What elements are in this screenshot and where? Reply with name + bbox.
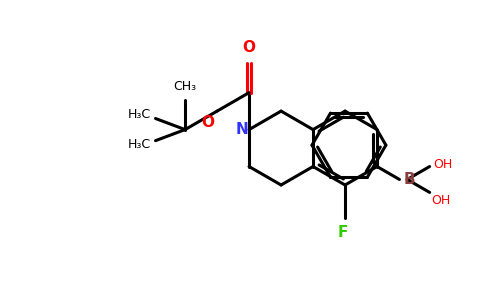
Text: OH: OH <box>432 194 451 207</box>
Text: H₃C: H₃C <box>128 108 151 121</box>
Text: H₃C: H₃C <box>128 138 151 151</box>
Text: CH₃: CH₃ <box>174 80 197 93</box>
Text: F: F <box>338 225 348 240</box>
Text: O: O <box>201 115 214 130</box>
Text: N: N <box>235 122 248 137</box>
Text: B: B <box>403 172 415 187</box>
Text: OH: OH <box>434 158 453 171</box>
Text: O: O <box>242 40 256 55</box>
